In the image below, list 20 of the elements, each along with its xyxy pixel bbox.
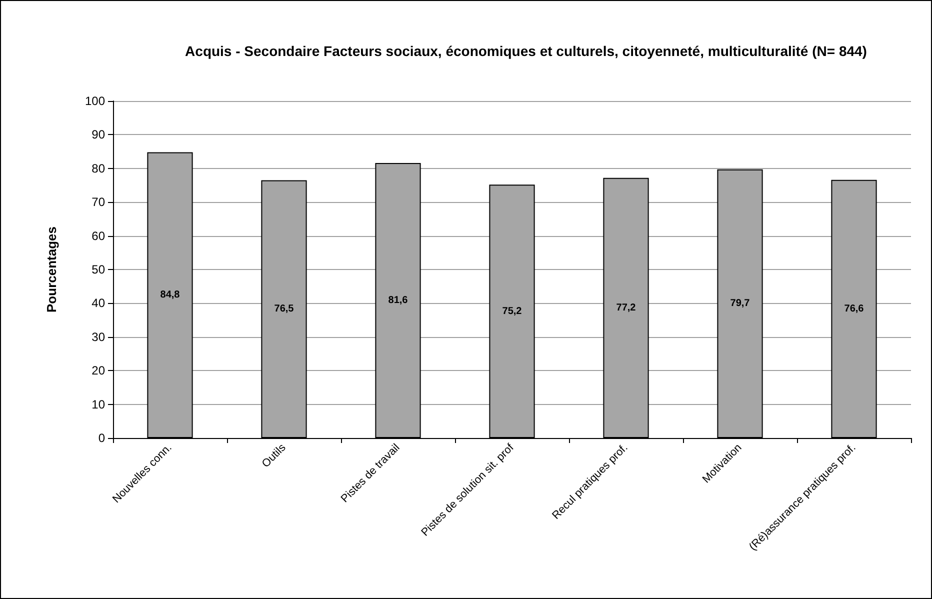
y-tick-label: 40 xyxy=(92,296,106,310)
data-label: 77,2 xyxy=(616,302,636,314)
y-tick-label: 0 xyxy=(98,431,106,445)
data-label: 79,7 xyxy=(730,298,750,310)
y-tick-label: 100 xyxy=(84,94,106,108)
y-tick-label: 70 xyxy=(92,195,106,210)
y-tick-label: 30 xyxy=(92,330,106,344)
y-tick-label: 10 xyxy=(92,397,106,412)
data-label: 76,6 xyxy=(844,303,864,314)
chart-title: Acquis - Secondaire Facteurs sociaux, économiques et culturels, citoyenneté, multiculturalité (N= 844) xyxy=(185,43,867,59)
y-tick-label: 20 xyxy=(92,364,106,378)
y-tick-label: 50 xyxy=(92,262,106,276)
data-label: 84,8 xyxy=(160,290,180,301)
y-tick-label: 90 xyxy=(92,128,106,142)
data-label: 75,2 xyxy=(502,306,522,317)
data-label: 76,5 xyxy=(274,304,294,315)
y-tick-label: 80 xyxy=(92,161,106,176)
y-axis-title: Pourcentages xyxy=(44,226,59,312)
y-tick-label: 60 xyxy=(92,228,106,243)
data-label: 81,6 xyxy=(388,295,408,306)
